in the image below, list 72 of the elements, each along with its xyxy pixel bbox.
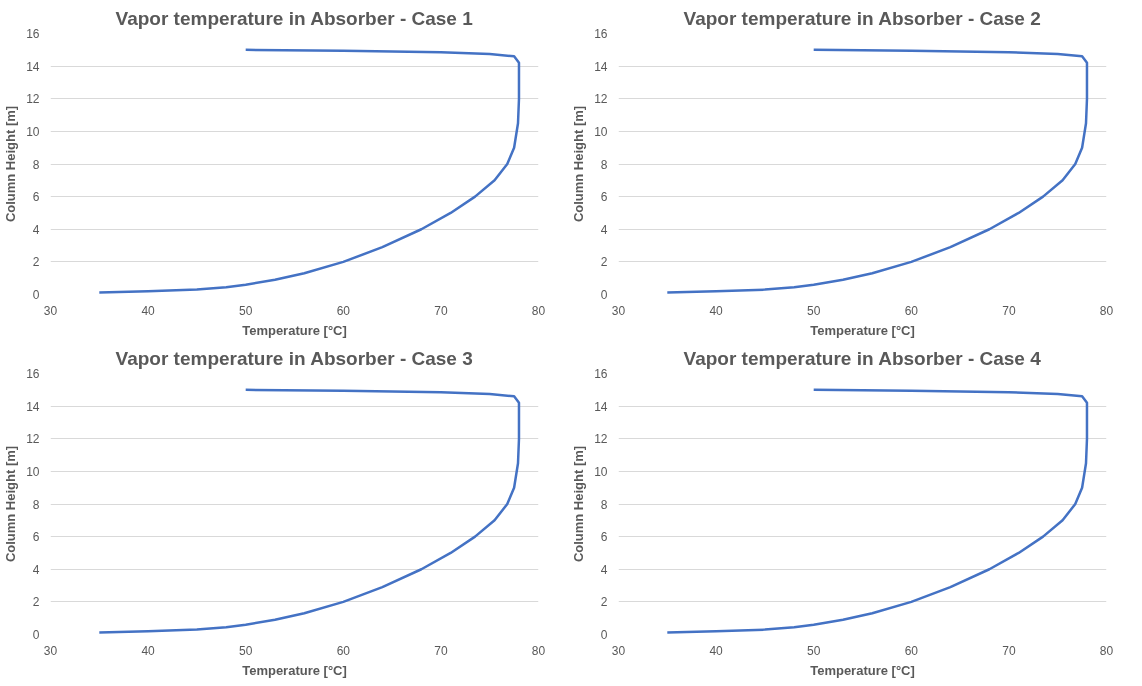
y-tick-label: 4 xyxy=(600,222,608,237)
x-tick-label: 40 xyxy=(709,303,724,318)
y-tick-label: 8 xyxy=(600,497,608,512)
x-tick-label: 70 xyxy=(1002,303,1016,318)
y-tick-label: 10 xyxy=(26,124,40,139)
y-tick-label: 6 xyxy=(32,530,40,545)
y-axis-title: Column Height [m] xyxy=(571,105,587,223)
y-tick-label: 0 xyxy=(600,628,608,642)
y-axis-title: Column Height [m] xyxy=(571,445,587,563)
y-tick-label: 0 xyxy=(600,288,608,302)
x-tick-label: 30 xyxy=(43,303,58,318)
y-tick-label: 16 xyxy=(594,27,608,41)
y-tick-label: 4 xyxy=(600,562,608,577)
x-tick-label: 60 xyxy=(904,303,919,318)
y-tick-label: 6 xyxy=(600,530,608,545)
y-tick-label: 16 xyxy=(26,367,40,381)
x-tick-label: 70 xyxy=(1002,643,1016,658)
y-tick-label: 6 xyxy=(600,190,608,205)
x-tick-label: 40 xyxy=(141,303,156,318)
x-axis-title: Temperature [°C] xyxy=(242,322,347,338)
y-tick-label: 4 xyxy=(32,562,40,577)
y-tick-label: 2 xyxy=(600,255,608,270)
x-tick-label: 50 xyxy=(239,643,253,658)
x-tick-label: 60 xyxy=(336,303,351,318)
x-tick-label: 50 xyxy=(807,643,821,658)
x-tick-label: 70 xyxy=(434,643,448,658)
y-tick-label: 14 xyxy=(594,59,608,74)
x-tick-label: 80 xyxy=(531,303,546,318)
x-axis-title: Temperature [°C] xyxy=(242,662,347,678)
x-tick-label: 50 xyxy=(807,303,821,318)
x-tick-label: 40 xyxy=(709,643,724,658)
x-tick-label: 80 xyxy=(1099,303,1114,318)
x-tick-label: 70 xyxy=(434,303,448,318)
x-tick-label: 30 xyxy=(611,643,626,658)
y-tick-label: 2 xyxy=(32,595,40,610)
y-tick-label: 10 xyxy=(594,464,608,479)
chart-title: Vapor temperature in Absorber - Case 3 xyxy=(115,347,473,369)
x-tick-label: 60 xyxy=(904,643,919,658)
chart-title: Vapor temperature in Absorber - Case 2 xyxy=(683,7,1041,29)
y-tick-label: 0 xyxy=(32,628,40,642)
y-tick-label: 16 xyxy=(26,27,40,41)
y-axis-title: Column Height [m] xyxy=(3,105,19,223)
y-tick-label: 6 xyxy=(32,190,40,205)
x-tick-label: 50 xyxy=(239,303,253,318)
y-tick-label: 2 xyxy=(600,595,608,610)
y-tick-label: 16 xyxy=(594,367,608,381)
y-axis-title: Column Height [m] xyxy=(3,445,19,563)
y-tick-label: 12 xyxy=(594,432,608,447)
y-tick-label: 10 xyxy=(26,464,40,479)
y-tick-label: 8 xyxy=(32,157,40,172)
y-tick-label: 8 xyxy=(600,157,608,172)
y-tick-label: 14 xyxy=(594,399,608,414)
y-tick-label: 2 xyxy=(32,255,40,270)
y-tick-label: 14 xyxy=(26,399,40,414)
y-tick-label: 8 xyxy=(32,497,40,512)
y-tick-label: 12 xyxy=(594,92,608,107)
x-tick-label: 30 xyxy=(43,643,58,658)
chart-title: Vapor temperature in Absorber - Case 4 xyxy=(683,347,1042,369)
x-axis-title: Temperature [°C] xyxy=(810,322,915,338)
x-tick-label: 80 xyxy=(531,643,546,658)
y-tick-label: 14 xyxy=(26,59,40,74)
chart-title: Vapor temperature in Absorber - Case 1 xyxy=(115,7,474,29)
x-tick-label: 60 xyxy=(336,643,351,658)
x-axis-title: Temperature [°C] xyxy=(810,662,915,678)
x-tick-label: 40 xyxy=(141,643,156,658)
y-tick-label: 4 xyxy=(32,222,40,237)
y-tick-label: 12 xyxy=(26,92,40,107)
y-tick-label: 0 xyxy=(32,288,40,302)
y-tick-label: 10 xyxy=(594,124,608,139)
x-tick-label: 30 xyxy=(611,303,626,318)
y-tick-label: 12 xyxy=(26,432,40,447)
x-tick-label: 80 xyxy=(1099,643,1114,658)
